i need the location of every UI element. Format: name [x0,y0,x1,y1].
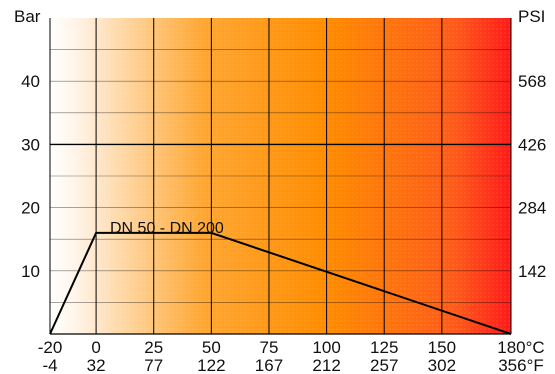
y-tick-label-bar: 30 [21,135,40,154]
x-tick-label-fahrenheit: 257 [370,356,398,374]
x-tick-label-fahrenheit: -4 [42,356,57,374]
x-tick-label-celsius: 0 [91,338,100,357]
x-tick-label-fahrenheit: 212 [312,356,340,374]
y-tick-label-psi: 426 [518,135,546,154]
x-tick-label-celsius: 75 [260,338,279,357]
x-tick-label-celsius: 100 [312,338,340,357]
x-tick-label-fahrenheit: 77 [144,356,163,374]
series-annotation: DN 50 - DN 200 [110,220,224,237]
x-tick-label-fahrenheit: 356°F [498,356,544,374]
x-tick-label-fahrenheit: 32 [87,356,106,374]
x-tick-label-fahrenheit: 302 [428,356,456,374]
x-tick-label-celsius: 25 [144,338,163,357]
x-tick-label-fahrenheit: 122 [197,356,225,374]
y-tick-label-bar: 40 [21,72,40,91]
grid-lines [49,18,512,335]
y-tick-label-bar: 20 [21,199,40,218]
y-unit-left: Bar [14,7,41,26]
y-tick-label-psi: 284 [518,199,546,218]
axis-labels: -20-403225775012275167100212125257150302… [21,72,546,374]
series-layer [49,231,512,335]
x-tick-label-celsius: -20 [38,338,63,357]
x-tick-label-fahrenheit: 167 [255,356,283,374]
x-tick-label-celsius: 125 [370,338,398,357]
series-line [49,231,512,335]
x-tick-label-celsius: 150 [428,338,456,357]
y-tick-label-psi: 568 [518,72,546,91]
x-tick-label-celsius: 50 [202,338,221,357]
y-unit-right: PSI [518,7,545,26]
x-tick-label-celsius: 180°C [497,338,544,357]
y-tick-label-bar: 10 [21,262,40,281]
y-tick-label-psi: 142 [518,262,546,281]
